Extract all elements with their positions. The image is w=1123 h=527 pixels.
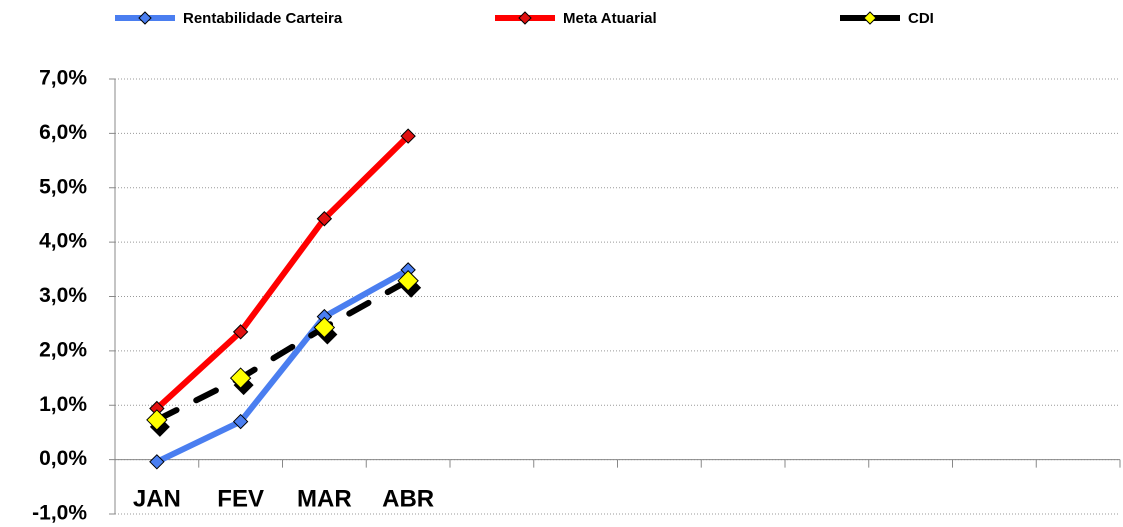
marker: [316, 211, 333, 227]
series-line: [153, 133, 412, 412]
legend-marker: [518, 11, 532, 25]
marker: [229, 367, 252, 389]
x-tick-label: ABR: [382, 485, 434, 512]
y-tick-label: 1,0%: [39, 393, 87, 416]
y-tick-label: 4,0%: [39, 230, 87, 253]
marker: [146, 409, 168, 431]
legend-label: Meta Atuarial: [563, 10, 657, 27]
series-line: [153, 277, 412, 423]
x-tick-label: FEV: [217, 485, 264, 512]
marker: [232, 324, 249, 340]
y-tick-label: 3,0%: [39, 284, 87, 307]
legend-label: CDI: [908, 10, 934, 27]
marker: [149, 454, 165, 470]
legend-marker: [863, 11, 877, 25]
x-tick-label: MAR: [297, 485, 352, 512]
y-tick-label: 7,0%: [39, 67, 87, 90]
marker: [400, 128, 416, 144]
legend-marker: [138, 11, 152, 25]
y-tick-label: -1,0%: [32, 502, 87, 525]
y-tick-label: 2,0%: [39, 338, 87, 361]
marker: [313, 316, 336, 339]
series-line: [153, 266, 412, 465]
y-tick-label: 0,0%: [39, 447, 87, 470]
legend-label: Rentabilidade Carteira: [183, 10, 343, 27]
marker: [397, 270, 419, 292]
y-tick-label: 6,0%: [39, 121, 87, 144]
marker: [232, 413, 249, 430]
x-tick-label: JAN: [133, 485, 181, 512]
y-tick-label: 5,0%: [39, 175, 87, 198]
